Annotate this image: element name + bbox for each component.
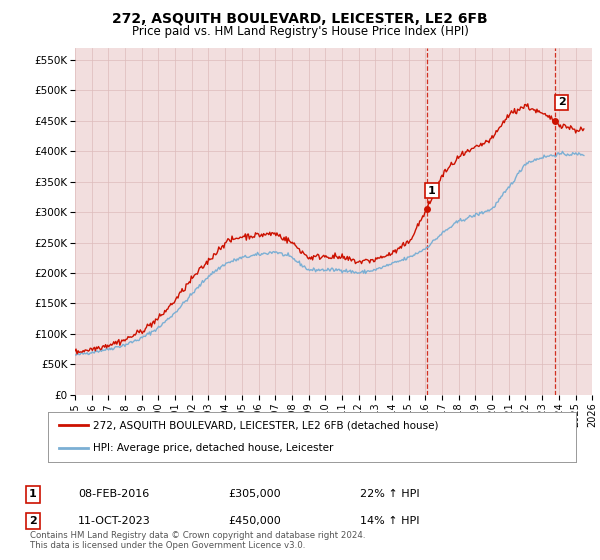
Text: 1: 1 (428, 185, 436, 195)
Text: Contains HM Land Registry data © Crown copyright and database right 2024.
This d: Contains HM Land Registry data © Crown c… (30, 530, 365, 550)
Text: 22% ↑ HPI: 22% ↑ HPI (360, 489, 419, 500)
Text: HPI: Average price, detached house, Leicester: HPI: Average price, detached house, Leic… (93, 444, 333, 454)
Text: 2: 2 (29, 516, 37, 526)
Text: 272, ASQUITH BOULEVARD, LEICESTER, LE2 6FB (detached house): 272, ASQUITH BOULEVARD, LEICESTER, LE2 6… (93, 420, 439, 430)
Text: 1: 1 (29, 489, 37, 500)
Text: £450,000: £450,000 (228, 516, 281, 526)
Text: 08-FEB-2016: 08-FEB-2016 (78, 489, 149, 500)
Text: 2: 2 (558, 97, 566, 108)
Text: Price paid vs. HM Land Registry's House Price Index (HPI): Price paid vs. HM Land Registry's House … (131, 25, 469, 38)
Text: 14% ↑ HPI: 14% ↑ HPI (360, 516, 419, 526)
Text: 11-OCT-2023: 11-OCT-2023 (78, 516, 151, 526)
Text: 272, ASQUITH BOULEVARD, LEICESTER, LE2 6FB: 272, ASQUITH BOULEVARD, LEICESTER, LE2 6… (112, 12, 488, 26)
Text: £305,000: £305,000 (228, 489, 281, 500)
